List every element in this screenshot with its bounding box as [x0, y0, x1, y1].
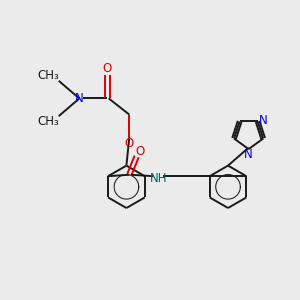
Text: O: O: [135, 145, 144, 158]
Text: O: O: [125, 137, 134, 150]
Text: O: O: [103, 62, 112, 75]
Text: NH: NH: [150, 172, 167, 185]
Text: N: N: [244, 148, 253, 161]
Text: N: N: [75, 92, 84, 105]
Text: CH₃: CH₃: [38, 69, 59, 82]
Text: CH₃: CH₃: [38, 115, 59, 128]
Text: N: N: [259, 114, 267, 127]
